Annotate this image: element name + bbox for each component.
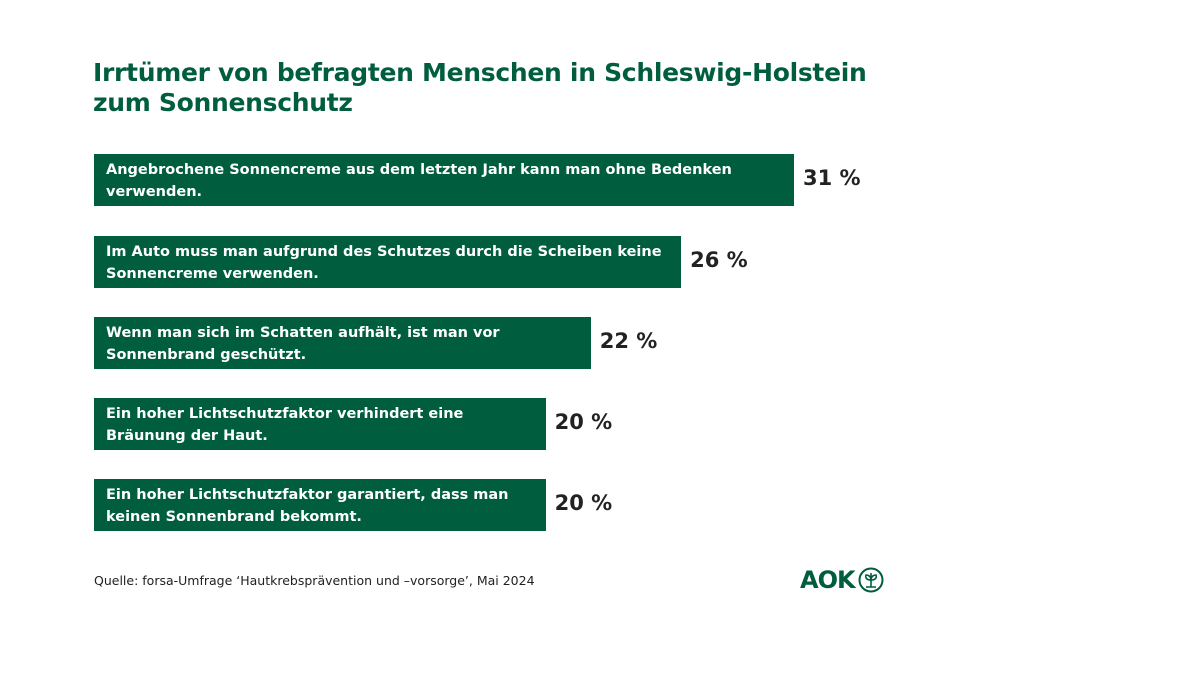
- title-line-1: Irrtümer von befragten Menschen in Schle…: [93, 58, 867, 87]
- value-label: 31 %: [803, 166, 861, 190]
- source-note: Quelle: forsa-Umfrage ‘Hautkrebspräventi…: [94, 573, 535, 588]
- aok-tree-icon: [858, 567, 884, 593]
- bar: Im Auto muss man aufgrund des Schutzes d…: [94, 236, 682, 288]
- bar: Ein hoher Lichtschutzfaktor garantiert, …: [94, 479, 546, 531]
- value-label: 20 %: [554, 410, 613, 434]
- value-label: 20 %: [554, 491, 613, 515]
- bar: Ein hoher Lichtschutzfaktor verhindert e…: [94, 398, 546, 450]
- bar: Angebrochene Sonnencreme aus dem letzten…: [94, 154, 794, 206]
- logo-text: AOK: [800, 566, 856, 594]
- bar: Wenn man sich im Schatten aufhält, ist m…: [94, 317, 591, 369]
- chart-title: Irrtümer von befragten Menschen in Schle…: [93, 58, 867, 118]
- title-line-2: zum Sonnenschutz: [93, 88, 353, 117]
- value-label: 26 %: [690, 248, 748, 272]
- aok-logo: AOK: [800, 566, 884, 594]
- value-label: 22 %: [599, 329, 658, 353]
